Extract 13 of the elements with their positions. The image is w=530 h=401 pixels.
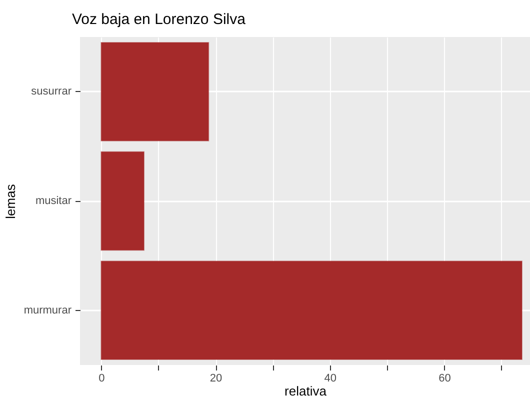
x-tick-label: 0	[98, 372, 105, 384]
bar	[100, 260, 522, 360]
y-tick-label: murmurar	[24, 304, 72, 316]
y-tick-label: musitar	[35, 195, 72, 207]
x-tick-label: 60	[438, 372, 451, 384]
x-tick-label: 20	[210, 372, 222, 384]
x-axis-title: relativa	[284, 384, 328, 398]
chart-title: Voz baja en Lorenzo Silva	[72, 11, 246, 28]
x-tick-label: 40	[324, 372, 336, 384]
y-axis-title: lemas	[2, 184, 18, 219]
bar	[100, 42, 210, 142]
y-tick-label: susurrar	[31, 86, 72, 98]
bar	[100, 151, 145, 251]
